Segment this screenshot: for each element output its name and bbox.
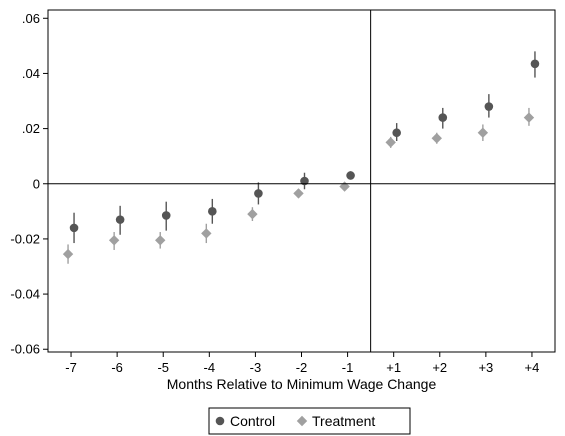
data-point — [201, 228, 212, 239]
series-treatment — [62, 107, 535, 264]
legend-label-control: Control — [230, 413, 275, 429]
data-point — [392, 128, 401, 138]
data-point — [431, 133, 442, 144]
x-tick-label: +4 — [525, 360, 540, 375]
data-point — [254, 189, 263, 198]
y-tick-label: -0.04 — [10, 287, 40, 302]
data-point — [530, 59, 540, 69]
y-tick-label: .02 — [22, 121, 40, 136]
x-tick-label: +3 — [478, 360, 493, 375]
data-point — [484, 102, 494, 111]
data-point — [300, 176, 309, 186]
data-point — [161, 211, 171, 220]
plot-area — [62, 51, 540, 264]
data-point — [438, 113, 448, 122]
data-point — [155, 235, 166, 246]
data-point — [385, 137, 396, 148]
data-point — [346, 171, 355, 180]
axes: .06 .04 .02 0 -0.02 -0.04 -0.06 -7 -6 -5 -4 -3 -2 -1 +… — [10, 9, 556, 375]
data-point — [115, 215, 125, 224]
y-tick-label: .06 — [22, 11, 40, 26]
legend-marker-treatment — [296, 415, 308, 427]
data-point — [293, 188, 304, 199]
data-point — [208, 207, 217, 216]
legend-box — [208, 407, 411, 435]
x-tick-label: -6 — [111, 360, 123, 375]
x-tick-label: -3 — [250, 360, 262, 375]
x-axis-title: Months Relative to Minimum Wage Change — [167, 376, 437, 392]
series-control — [69, 51, 540, 244]
legend: Control Treatment — [208, 407, 411, 435]
x-tick-label: -2 — [296, 360, 308, 375]
data-point — [339, 181, 350, 192]
data-point — [62, 248, 74, 260]
y-tick-label: -0.02 — [10, 231, 40, 246]
x-tick-label: -5 — [157, 360, 169, 375]
y-tick-label: -0.06 — [10, 342, 40, 357]
y-tick-label: .04 — [22, 66, 40, 81]
data-point — [247, 208, 258, 220]
data-point — [477, 127, 489, 138]
legend-marker-control — [215, 416, 225, 426]
x-tick-label: -1 — [342, 360, 354, 375]
data-point — [523, 112, 535, 123]
x-tick-label: -4 — [204, 360, 216, 375]
data-point — [108, 235, 120, 246]
x-tick-label: -7 — [65, 360, 77, 375]
x-tick-label: +1 — [386, 360, 401, 375]
x-tick-label: +2 — [432, 360, 447, 375]
legend-label-treatment: Treatment — [312, 413, 375, 429]
y-tick-label: 0 — [33, 176, 40, 191]
data-point — [69, 223, 79, 233]
